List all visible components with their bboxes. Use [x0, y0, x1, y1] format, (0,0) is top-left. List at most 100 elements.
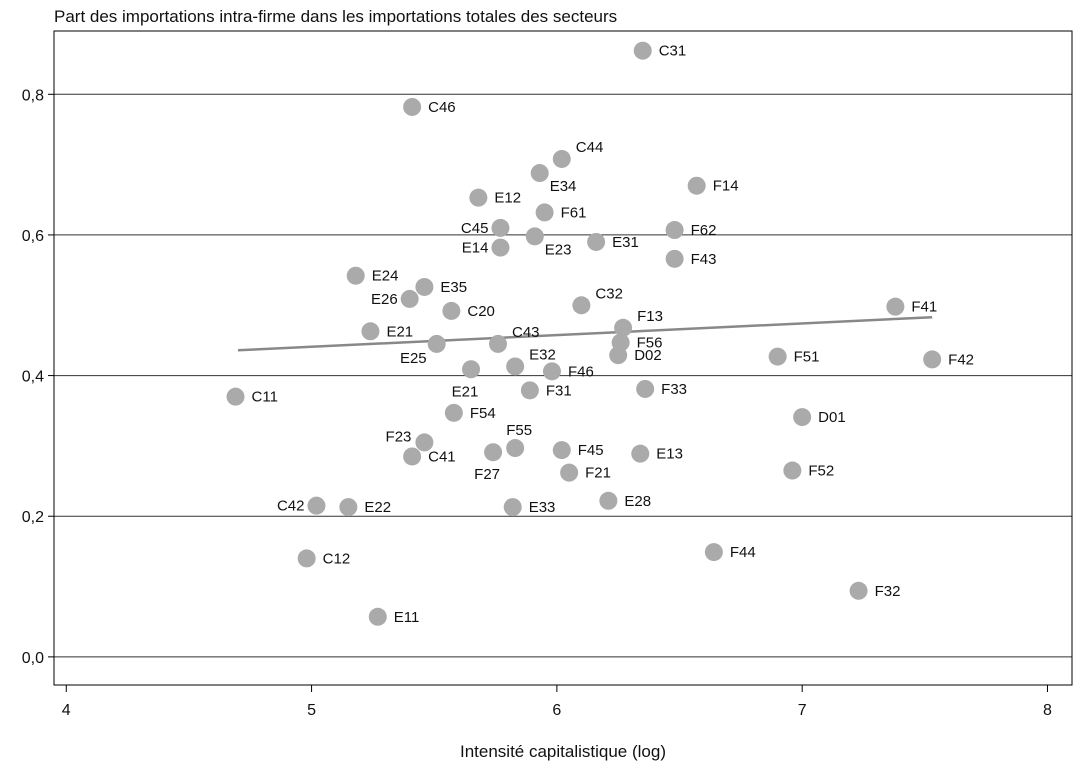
data-point: [535, 203, 554, 222]
plot-frame: [53, 30, 1073, 686]
data-point: [503, 498, 522, 517]
data-point: [297, 549, 316, 568]
point-label: C43: [512, 324, 540, 341]
point-label: C11: [252, 389, 278, 406]
point-label: F13: [637, 308, 663, 325]
point-label: C46: [428, 99, 456, 116]
point-label: F41: [911, 299, 937, 316]
data-point: [609, 346, 628, 365]
x-tick-label: 4: [62, 702, 71, 719]
data-point: [614, 318, 633, 337]
y-tick-label: 0,0: [22, 650, 44, 667]
trend-line: [237, 315, 933, 352]
point-label: D01: [818, 409, 846, 426]
data-point: [636, 379, 655, 398]
data-point: [783, 461, 802, 480]
point-label: E31: [612, 234, 639, 251]
data-point: [346, 266, 365, 285]
chart-title: Part des importations intra-firme dans l…: [54, 7, 617, 26]
data-point: [339, 498, 358, 517]
point-label: C31: [659, 43, 687, 60]
point-label: C32: [595, 285, 623, 302]
y-tick-label: 0,4: [22, 369, 44, 386]
data-point: [552, 149, 571, 168]
data-point: [886, 297, 905, 316]
point-label: F61: [561, 204, 587, 221]
data-point: [687, 176, 706, 195]
data-point: [469, 188, 488, 207]
y-tick-label: 0,8: [22, 87, 44, 104]
point-label: F21: [585, 465, 611, 482]
point-label: F55: [506, 422, 532, 439]
point-label: E22: [364, 499, 391, 516]
x-tick-label: 6: [552, 702, 561, 719]
x-axis: 4 5 6 7 8: [62, 685, 1052, 719]
data-point: [665, 221, 684, 240]
point-label: F31: [546, 382, 572, 399]
point-label: E12: [494, 190, 521, 207]
data-point: [368, 607, 387, 626]
point-label: F27: [474, 466, 500, 483]
data-point: [361, 322, 380, 341]
data-point: [403, 447, 422, 466]
point-label: C41: [428, 448, 456, 465]
point-label: E25: [400, 350, 427, 367]
point-label: E21: [386, 323, 413, 340]
data-point: [400, 289, 419, 308]
point-label: C20: [467, 303, 495, 320]
x-tick-label: 5: [307, 702, 316, 719]
point-label: F54: [470, 405, 496, 422]
x-tick-label: 8: [1043, 702, 1052, 719]
data-point: [572, 296, 591, 315]
data-point: [631, 444, 650, 463]
data-point: [462, 360, 481, 379]
point-label: F42: [948, 351, 974, 368]
data-point: [704, 543, 723, 562]
data-point: [307, 496, 326, 515]
point-label: E32: [529, 346, 556, 363]
data-point: [599, 491, 618, 510]
point-label: E11: [394, 609, 420, 626]
data-point: [506, 357, 525, 376]
data-point: [442, 301, 461, 320]
data-point: [560, 463, 579, 482]
point-label: F44: [730, 544, 756, 561]
data-point: [484, 443, 503, 462]
data-point: [415, 277, 434, 296]
point-label: F45: [578, 442, 604, 459]
point-label: F32: [875, 583, 901, 600]
point-label: F52: [808, 463, 834, 480]
point-label: E24: [372, 268, 399, 285]
y-tick-label: 0,2: [22, 509, 44, 526]
data-point: [793, 408, 812, 427]
data-point: [923, 350, 942, 369]
point-label: C42: [277, 498, 305, 515]
x-tick-label: 7: [798, 702, 807, 719]
point-label: C44: [576, 139, 604, 156]
data-point: [491, 218, 510, 237]
point-labels: C31 C46 C44 E34 F14 E12 F61 C45 F62 E23 E31 E14 F43 E…: [252, 43, 975, 626]
data-point: [488, 334, 507, 353]
point-label: E26: [371, 291, 398, 308]
point-label: F46: [568, 363, 594, 380]
y-tick-label: 0,6: [22, 228, 44, 245]
point-label: E21: [452, 383, 479, 400]
point-label: E34: [550, 178, 577, 195]
point-label: F23: [386, 428, 412, 445]
point-label: F43: [691, 251, 717, 268]
data-point: [552, 441, 571, 460]
data-point: [587, 232, 606, 251]
point-label: F51: [794, 349, 820, 366]
point-label: D02: [634, 347, 662, 364]
data-point: [403, 97, 422, 116]
data-point: [427, 334, 446, 353]
gridlines: [54, 93, 1072, 658]
point-label: E14: [462, 240, 489, 257]
data-point: [542, 362, 561, 381]
point-label: C12: [323, 550, 351, 567]
data-point: [506, 439, 525, 458]
point-label: E13: [656, 446, 683, 463]
data-point: [665, 249, 684, 268]
point-label: F56: [637, 335, 663, 352]
